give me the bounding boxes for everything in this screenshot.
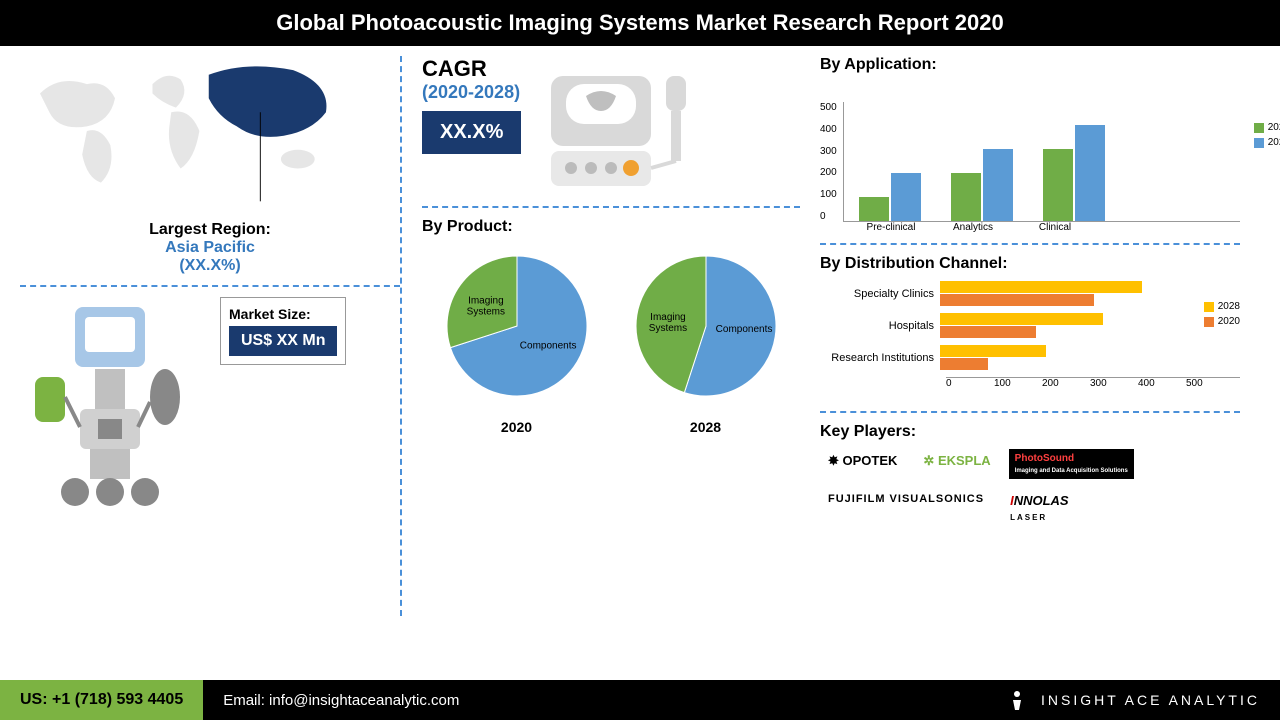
device-icon bbox=[20, 297, 200, 517]
player-innolas: INNOLASLASER bbox=[1002, 489, 1077, 527]
footer-phone: US: +1 (718) 593 4405 bbox=[0, 680, 203, 720]
svg-text:Components: Components bbox=[715, 324, 772, 335]
by-product-title: By Product: bbox=[422, 218, 800, 236]
divider bbox=[820, 243, 1240, 245]
key-players-title: Key Players: bbox=[820, 423, 1240, 441]
footer-brand: INSIGHT ACE ANALYTIC bbox=[1005, 688, 1280, 712]
player-opotek: ✸ OPOTEK bbox=[820, 449, 905, 479]
player-photosound: PhotoSoundImaging and Data Acquisition S… bbox=[1009, 449, 1134, 479]
svg-text:ImagingSystems: ImagingSystems bbox=[648, 312, 686, 334]
pie-2028: ComponentsImagingSystems2028 bbox=[626, 246, 786, 435]
region-label: Largest Region: Asia Pacific (XX.X%) bbox=[20, 221, 400, 275]
svg-text:Components: Components bbox=[519, 341, 576, 352]
cagr-value: XX.X% bbox=[422, 111, 521, 154]
content: Largest Region: Asia Pacific (XX.X%) bbox=[0, 46, 1280, 626]
pie-2020: ComponentsImagingSystems2020 bbox=[437, 246, 597, 435]
footer: US: +1 (718) 593 4405 Email: info@insigh… bbox=[0, 680, 1280, 720]
footer-email: Email: info@insightaceanalytic.com bbox=[203, 692, 479, 709]
market-size-value: US$ XX Mn bbox=[229, 326, 337, 356]
brand-icon bbox=[1005, 688, 1029, 712]
market-size-box: Market Size: US$ XX Mn bbox=[220, 297, 346, 365]
col-right: By Application: 010020030040050020202028… bbox=[800, 56, 1240, 616]
by-distribution-title: By Distribution Channel: bbox=[820, 255, 1240, 273]
pie-row: ComponentsImagingSystems2020ComponentsIm… bbox=[422, 246, 800, 435]
divider bbox=[820, 411, 1240, 413]
region-name: Asia Pacific bbox=[20, 239, 400, 257]
player-fujifilm: FUJIFILM VISUALSONICS bbox=[820, 489, 992, 527]
ultrasound-icon bbox=[541, 56, 701, 196]
player-ekspla: ✲ EKSPLA bbox=[915, 449, 998, 479]
by-application-title: By Application: bbox=[820, 56, 1240, 74]
col-region: Largest Region: Asia Pacific (XX.X%) bbox=[20, 56, 400, 616]
hbar-chart-distribution: Specialty ClinicsHospitalsResearch Insti… bbox=[820, 281, 1240, 401]
bar-chart-application: 010020030040050020202028 bbox=[820, 82, 1240, 222]
divider bbox=[20, 285, 400, 287]
title-bar: Global Photoacoustic Imaging Systems Mar… bbox=[0, 0, 1280, 46]
market-size-label: Market Size: bbox=[229, 306, 337, 322]
region-title: Largest Region: bbox=[20, 221, 400, 239]
world-map bbox=[20, 56, 360, 206]
region-pct: (XX.X%) bbox=[20, 257, 400, 275]
key-players-list: ✸ OPOTEK ✲ EKSPLA PhotoSoundImaging and … bbox=[820, 449, 1240, 527]
cagr-period: (2020-2028) bbox=[422, 82, 521, 103]
divider bbox=[422, 206, 800, 208]
col-cagr-product: CAGR (2020-2028) XX.X% By Product: Compo… bbox=[400, 56, 800, 616]
cagr-title: CAGR bbox=[422, 56, 521, 82]
svg-text:ImagingSystems: ImagingSystems bbox=[466, 295, 504, 317]
bar-categories: Pre-clinicalAnalyticsClinical bbox=[850, 222, 1240, 233]
